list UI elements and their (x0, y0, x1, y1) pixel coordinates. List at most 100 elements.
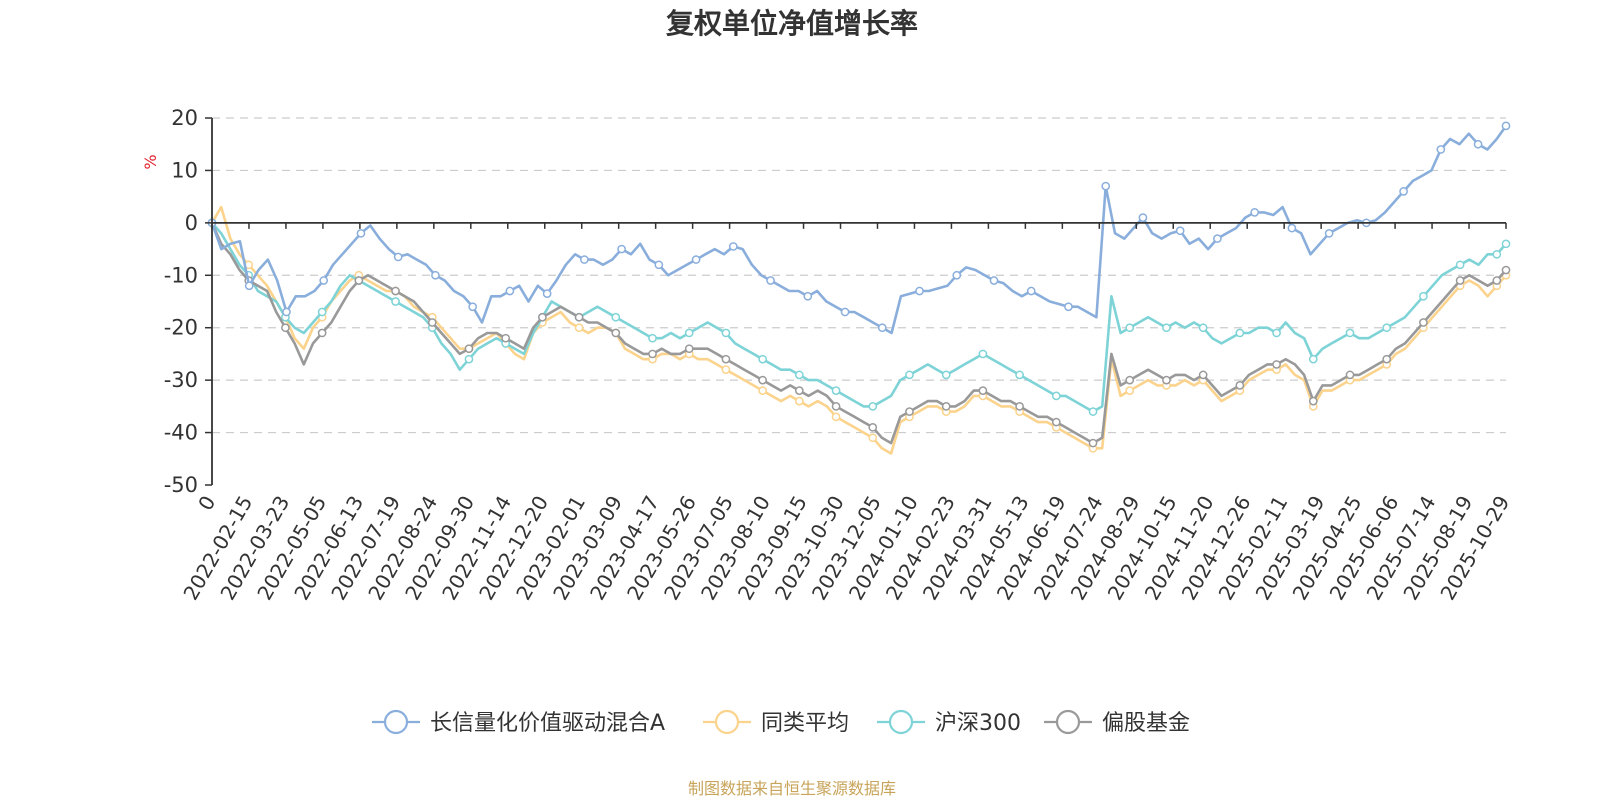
data-point (831, 412, 841, 422)
data-point (1272, 328, 1281, 338)
data-point (611, 328, 621, 338)
data-point (538, 312, 547, 322)
data-point (1213, 234, 1222, 243)
data-point (1250, 208, 1259, 217)
legend[interactable]: 长信量化价值驱动混合A 同类平均 沪深300 偏股基金 (372, 709, 1190, 736)
data-point (1198, 323, 1208, 333)
data-point (654, 260, 664, 270)
data-point (1382, 323, 1392, 333)
y-tick-label: -50 (164, 473, 198, 497)
series-line-stock_fund (210, 222, 1507, 445)
data-point (317, 328, 327, 338)
series-line-hs300 (211, 222, 1507, 413)
data-point (648, 349, 657, 359)
legend-item-stock_fund[interactable]: 偏股基金 (1044, 709, 1190, 736)
data-point (1345, 370, 1355, 380)
data-point (1015, 370, 1024, 380)
chart-title: 复权单位净值增长率 (666, 7, 918, 40)
data-point (758, 386, 767, 395)
legend-item-peer[interactable]: 同类平均 (703, 709, 849, 736)
data-point (1235, 328, 1245, 338)
data-point (978, 386, 988, 395)
data-point (684, 328, 694, 338)
y-tick-label: -40 (164, 421, 198, 445)
data-point (1051, 391, 1061, 401)
y-tick-label: 0 (185, 211, 198, 235)
data-point (831, 402, 841, 411)
y-tick-label: 20 (171, 106, 198, 130)
data-point (1162, 375, 1171, 385)
data-point (1473, 139, 1483, 149)
data-point (501, 333, 511, 343)
data-point (1399, 187, 1408, 196)
data-point (611, 312, 621, 322)
data-point (574, 323, 584, 333)
legend-label: 沪深300 (935, 711, 1021, 736)
data-point (1125, 375, 1135, 385)
data-point (840, 307, 850, 317)
legend-item-hs300[interactable]: 沪深300 (877, 709, 1021, 736)
data-point (1026, 286, 1036, 296)
data-point (1287, 223, 1297, 233)
legend-marker (1055, 709, 1081, 735)
data-point (617, 244, 626, 254)
y-tick-label: -20 (164, 316, 198, 340)
data-point (803, 291, 813, 301)
data-point (244, 281, 254, 291)
data-point (1235, 381, 1245, 390)
data-point (1436, 145, 1446, 154)
data-point (952, 270, 962, 280)
data-point (1064, 302, 1073, 312)
legend-label: 偏股基金 (1102, 711, 1190, 736)
data-point (915, 286, 924, 296)
legend-label: 同类平均 (761, 711, 849, 736)
data-point (868, 433, 878, 443)
data-point (427, 318, 437, 327)
data-point (391, 286, 400, 296)
data-point (431, 270, 440, 280)
series-line-fund (210, 125, 1508, 335)
x-tick-label: 0 (193, 492, 220, 515)
series-lines (207, 121, 1511, 455)
y-tick-label: -10 (164, 263, 198, 287)
data-point (877, 323, 887, 333)
grid-lines (212, 117, 1506, 434)
data-point (1175, 226, 1185, 236)
data-point (905, 407, 914, 416)
data-point (978, 349, 988, 359)
data-point (1308, 396, 1318, 406)
data-point (1125, 323, 1135, 333)
data-point (1492, 249, 1502, 259)
data-point (1419, 318, 1428, 327)
data-point (354, 276, 364, 285)
data-point (648, 333, 657, 343)
data-point (391, 297, 400, 306)
data-point (721, 365, 731, 375)
data-point (1455, 276, 1465, 285)
legend-item-fund[interactable]: 长信量化价值驱动混合A (372, 709, 665, 736)
data-point (684, 344, 694, 354)
y-tick-label: 10 (171, 158, 198, 182)
data-point (831, 386, 841, 395)
data-point (941, 370, 951, 380)
data-point (941, 402, 951, 411)
y-tick-label: -30 (164, 368, 198, 392)
data-point (1272, 360, 1281, 369)
data-point (393, 252, 403, 262)
data-point (464, 344, 474, 354)
data-point (464, 354, 474, 364)
data-point (580, 255, 589, 264)
legend-marker (383, 709, 409, 735)
data-point (1051, 417, 1061, 427)
data-point (868, 402, 878, 411)
data-point (905, 370, 914, 380)
data-point (468, 302, 478, 312)
data-point (794, 370, 804, 380)
data-point (794, 396, 804, 406)
data-point (1138, 213, 1148, 222)
legend-label: 长信量化价值驱动混合A (430, 711, 665, 736)
data-point (542, 289, 552, 298)
data-point (1382, 354, 1392, 364)
y-axis-unit: % (141, 154, 160, 169)
